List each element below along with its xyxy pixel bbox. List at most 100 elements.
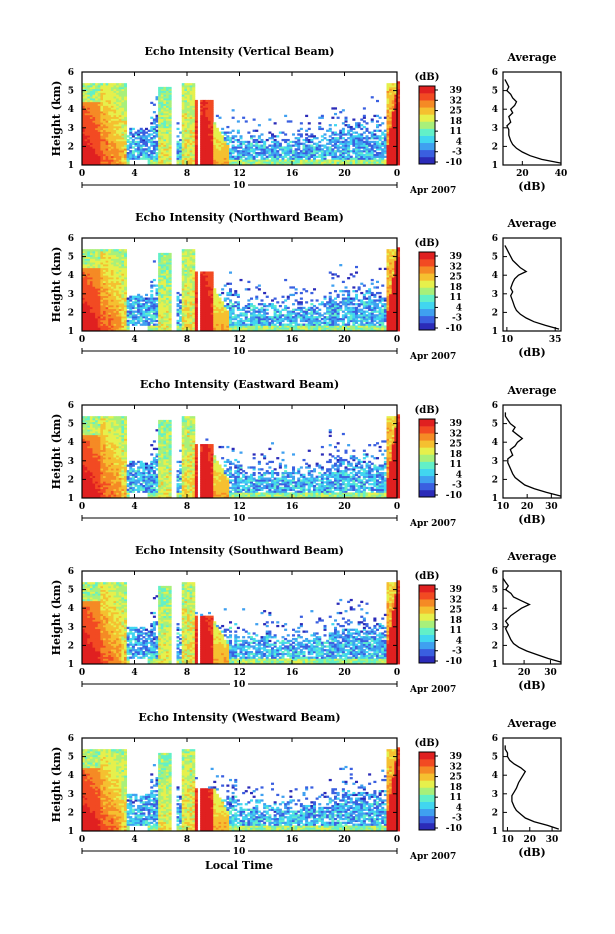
heatmap-cell [337, 133, 340, 135]
heatmap-cell [266, 146, 269, 148]
heatmap-cell [253, 145, 256, 147]
heatmap-cell [289, 311, 292, 313]
heatmap-cell [339, 150, 342, 152]
heatmap-cell [334, 124, 337, 126]
heatmap-cell [245, 288, 248, 290]
heatmap-cell [140, 296, 143, 298]
heatmap-cell [242, 312, 245, 314]
heatmap-cell [268, 148, 271, 150]
heatmap-cell [242, 117, 245, 119]
heatmap-cell [318, 117, 321, 119]
heatmap-cell [342, 122, 345, 124]
heatmap-cell [310, 159, 313, 161]
heatmap-cell [289, 145, 292, 147]
heatmap-cell [129, 296, 132, 298]
heatmap-cell [245, 141, 248, 143]
heatmap-cell [305, 145, 308, 147]
heatmap-cell [268, 119, 271, 121]
heatmap-cell [279, 311, 282, 313]
heatmap-cell [187, 83, 190, 85]
heatmap-cell [124, 249, 127, 251]
heatmap-cell [376, 141, 379, 143]
heatmap-cell [373, 130, 376, 132]
heatmap-cell [132, 128, 135, 130]
heatmap-cell [205, 271, 208, 273]
heatmap-cell [234, 314, 237, 316]
heatmap-cell [282, 301, 285, 303]
heatmap-cell [208, 271, 211, 273]
heatmap-cell [253, 130, 256, 132]
heatmap-cell [150, 325, 153, 327]
heatmap-cell [177, 309, 180, 311]
heatmap-cell [347, 124, 350, 126]
y-tick-label: 1 [68, 161, 74, 171]
colorbar-swatch [419, 93, 435, 100]
heatmap-cell [347, 130, 350, 132]
heatmap-cell [187, 249, 190, 251]
y-tick-label: 5 [68, 87, 74, 97]
colorbar-swatch [419, 136, 435, 143]
heatmap-cell [90, 249, 93, 251]
heatmap-cell [169, 87, 172, 89]
heatmap-cell [237, 314, 240, 316]
colorbar-tick-label: 25 [449, 107, 462, 117]
heatmap-cell [339, 141, 342, 143]
heatmap-cell [247, 324, 250, 326]
heatmap-cell [292, 316, 295, 318]
heatmap-cell [373, 141, 376, 143]
average-x-tick-label: 20 [516, 169, 529, 179]
heatmap-cell [148, 322, 151, 324]
heatmap-cell [255, 130, 258, 132]
heatmap-cell [316, 159, 319, 161]
y-tick-label: 2 [68, 142, 74, 152]
heatmap-cell [376, 124, 379, 126]
heatmap-cell [145, 148, 148, 150]
heatmap-cell [153, 285, 156, 287]
heatmap-cell [240, 309, 243, 311]
heatmap-cell [148, 298, 151, 300]
heatmap-cell [342, 109, 345, 111]
heatmap-cell [274, 139, 277, 141]
heatmap-cell [373, 154, 376, 156]
heatmap-cell [321, 115, 324, 117]
heatmap-cell [345, 133, 348, 135]
heatmap-cell [263, 309, 266, 311]
heatmap-cell [282, 318, 285, 320]
heatmap-cell [379, 143, 382, 145]
heatmap-cell [324, 137, 327, 139]
heatmap-cell [360, 124, 363, 126]
heatmap-cell [195, 271, 198, 273]
heatmap-cell [145, 135, 148, 137]
heatmap-cell [250, 298, 253, 300]
heatmap-cell [93, 83, 96, 85]
heatmap-cell [363, 107, 366, 109]
heatmap-cell [232, 145, 235, 147]
heatmap-cell [287, 324, 290, 326]
heatmap-cell [226, 303, 229, 305]
heatmap-cell [279, 154, 282, 156]
date-label: Apr 2007 [409, 186, 456, 196]
colorbar-tick-label: 39 [449, 86, 462, 96]
heatmap-cell [282, 156, 285, 158]
colorbar-swatch [419, 114, 435, 121]
heatmap-cell [237, 320, 240, 322]
heatmap-cell [150, 133, 153, 135]
heatmap-cell [153, 156, 156, 158]
heatmap [82, 81, 400, 165]
heatmap-cell [284, 305, 287, 307]
heatmap-cell [316, 137, 319, 139]
heatmap-cell [321, 145, 324, 147]
heatmap-cell [232, 141, 235, 143]
heatmap-cell [132, 150, 135, 152]
heatmap-cell [237, 120, 240, 122]
heatmap-cell [376, 159, 379, 161]
heatmap-cell [237, 139, 240, 141]
heatmap-cell [266, 296, 269, 298]
heatmap-cell [274, 135, 277, 137]
colorbar-tick-label: 11 [449, 127, 462, 137]
heatmap-cell [279, 132, 282, 134]
heatmap-cell [368, 141, 371, 143]
heatmap-cell [232, 130, 235, 132]
heatmap-cell [313, 146, 316, 148]
heatmap-cell [334, 137, 337, 139]
